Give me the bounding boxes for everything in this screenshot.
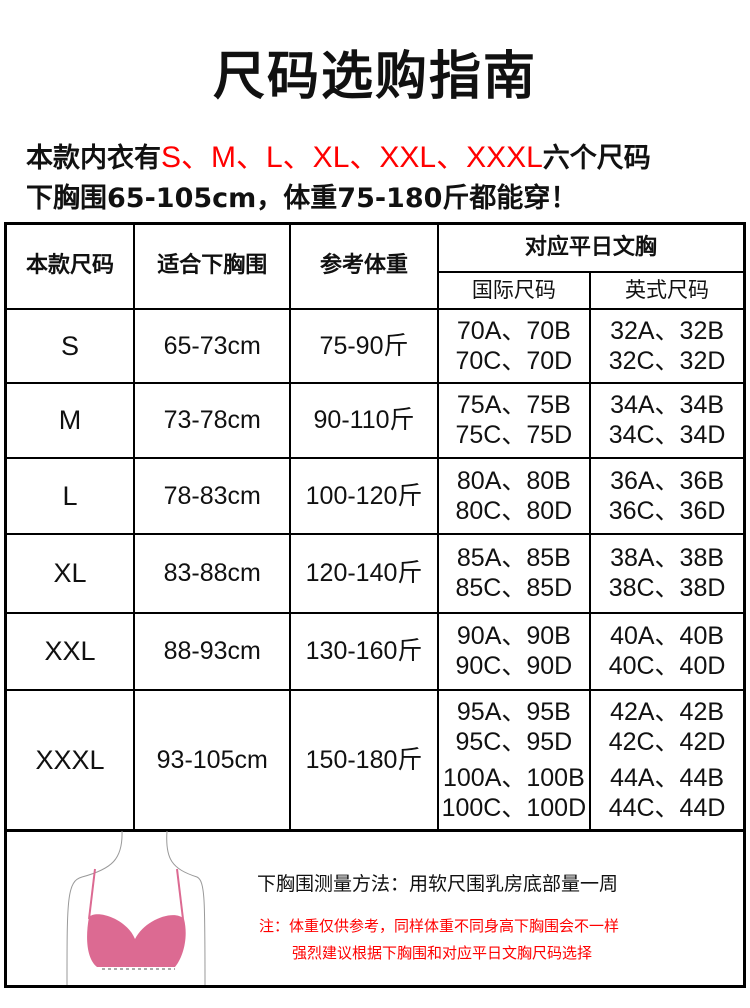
table-row: M 73-78cm 90-110斤 75A、75B 75C、75D 34A、34B 34C、… [4,381,746,459]
intl-size: 85A、85B [456,544,571,572]
table-row: XXXL 93-105cm 150-180斤 95A、95B 95C、95D 100A、1… [4,688,746,832]
intro-suffix: 六个尺码 [542,143,651,174]
page-title: 尺码选购指南 [212,47,537,107]
intl-cell: 70A、70B 70C、70D [436,307,592,384]
weight-cell: 75-90斤 [289,307,439,384]
header-weight: 参考体重 [289,222,439,310]
intl-size: 95A、95B [456,697,571,726]
intl-cell: 75A、75B 75C、75D [436,381,592,459]
weight-cell: 120-140斤 [289,532,439,614]
underbust-cell: 88-93cm [133,611,292,691]
underbust-cell: 93-105cm [133,688,292,832]
note-line-2: 强烈建议根据下胸围和对应平日文胸尺码选择 [292,944,593,962]
table-row: XL 83-88cm 120-140斤 85A、85B 85C、85D 38A、38B 38… [4,532,746,614]
uk-size: 44C、44D [608,793,726,822]
note-line-1: 注：体重仅供参考，同样体重不同身高下胸围会不一样 [259,917,620,935]
underbust-cell: 83-88cm [133,532,292,614]
underbust-cell: 65-73cm [133,307,292,384]
intro-prefix: 本款内衣有 [26,143,161,174]
intl-size: 100A、100B [442,763,585,792]
underbust-cell: 78-83cm [133,456,292,535]
intro-sizes: S、M、L、XL、XXL、XXXL [161,141,543,174]
uk-cell: 32A、32B 32C、32D [589,307,746,384]
weight-cell: 150-180斤 [289,688,439,832]
size-cell: XXL [4,611,136,691]
uk-size: 34C、34D [608,421,726,449]
header-size: 本款尺码 [4,222,136,310]
intl-cell: 80A、80B 80C、80D [436,456,592,535]
uk-size: 36C、36D [608,496,726,525]
size-cell: XXXL [4,688,136,832]
uk-cell: 42A、42B 42C、42D 44A、44B 44C、44D [589,688,746,832]
intl-cell: 90A、90B 90C、90D [436,611,592,691]
size-cell: L [4,456,136,535]
intl-size: 80A、80B [456,466,571,495]
measure-section: 下胸围测量方法：用软尺围乳房底部量一周 注：体重仅供参考，同样体重不同身高下胸围… [4,829,746,988]
uk-size: 44A、44B [610,763,725,792]
intro-line-1: 本款内衣有S、M、L、XL、XXL、XXXL六个尺码 [26,132,651,176]
uk-size: 38C、38D [608,574,726,602]
uk-cell: 34A、34B 34C、34D [589,381,746,459]
intl-size: 75A、75B [456,391,571,419]
weight-cell: 90-110斤 [289,381,439,459]
header-intl: 国际尺码 [436,270,592,310]
uk-size: 38A、38B [610,544,725,572]
weight-cell: 100-120斤 [289,456,439,535]
table-row: S 65-73cm 75-90斤 70A、70B 70C、70D 32A、32B 32C、3… [4,307,746,384]
size-cell: M [4,381,136,459]
intro-line-2: 下胸围65-105cm，体重75-180斤都能穿！ [26,183,578,214]
intl-size: 80C、80D [455,496,573,525]
intl-size: 70A、70B [456,316,571,345]
intl-size: 90C、90D [455,652,573,680]
intl-size: 70C、70D [455,346,573,375]
size-cell: XL [4,532,136,614]
uk-size: 42C、42D [608,727,726,756]
uk-size: 36A、36B [610,466,725,495]
intl-size: 85C、85D [455,574,573,602]
uk-cell: 38A、38B 38C、38D [589,532,746,614]
size-cell: S [4,307,136,384]
intl-cell: 85A、85B 85C、85D [436,532,592,614]
intl-size: 75C、75D [455,421,573,449]
underbust-cell: 73-78cm [133,381,292,459]
uk-cell: 36A、36B 36C、36D [589,456,746,535]
intl-size: 95C、95D [455,727,573,756]
table-row: XXL 88-93cm 130-160斤 90A、90B 90C、90D 40A、40B 4… [4,611,746,691]
uk-size: 34A、34B [610,391,725,419]
header-underbust: 适合下胸围 [133,222,292,310]
intl-cell: 95A、95B 95C、95D 100A、100B 100C、100D [436,688,592,832]
intl-size: 100C、100D [441,793,587,822]
header-uk: 英式尺码 [589,270,746,310]
weight-cell: 130-160斤 [289,611,439,691]
uk-size: 40A、40B [610,622,725,650]
intl-size: 90A、90B [456,622,571,650]
measure-method: 下胸围测量方法：用软尺围乳房底部量一周 [257,873,619,895]
uk-size: 32A、32B [610,316,725,345]
uk-size: 40C、40D [608,652,726,680]
table-row: L 78-83cm 100-120斤 80A、80B 80C、80D 36A、36B 36C… [4,456,746,535]
size-table: 本款尺码 适合下胸围 参考体重 对应平日文胸 国际尺码 英式尺码 S 65-73c… [4,222,746,832]
bra-measure-illustration [66,830,206,985]
header-bra: 对应平日文胸 [436,222,746,273]
uk-size: 32C、32D [608,346,726,375]
uk-size: 42A、42B [610,697,725,726]
uk-cell: 40A、40B 40C、40D [589,611,746,691]
